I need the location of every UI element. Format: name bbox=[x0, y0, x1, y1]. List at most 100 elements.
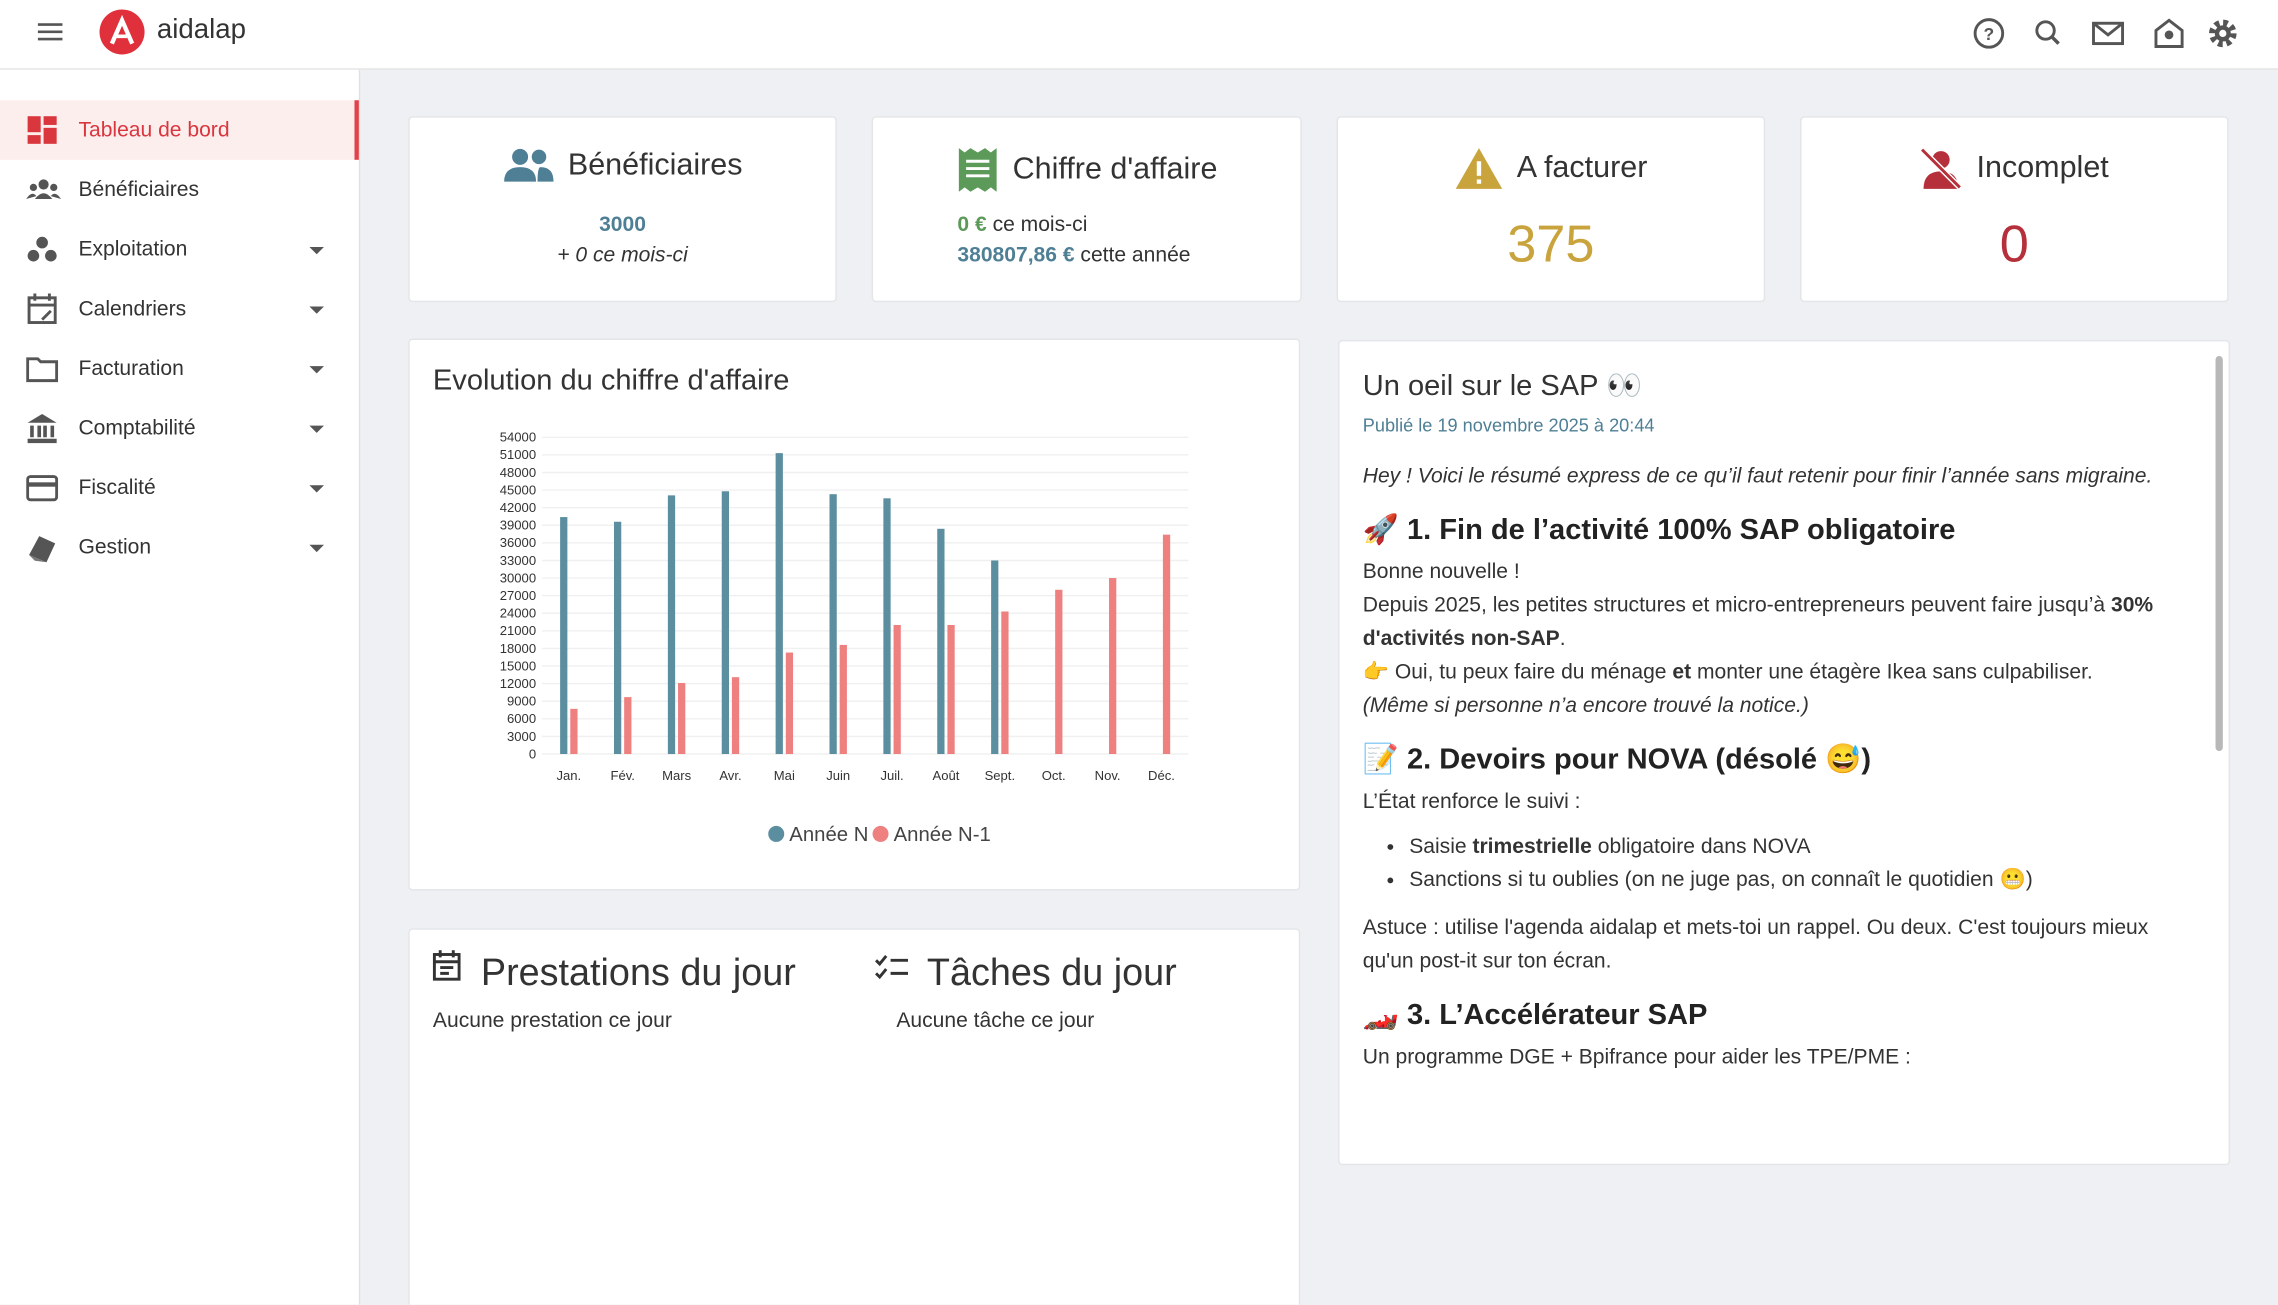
top-bar: aidalap ? bbox=[0, 0, 2278, 70]
paragraph: Bonne nouvelle ! bbox=[1362, 560, 1520, 585]
nav-item[interactable]: Fiscalité bbox=[0, 458, 359, 518]
icon bbox=[503, 148, 554, 182]
search-button[interactable] bbox=[2035, 20, 2060, 45]
bar bbox=[893, 624, 901, 755]
icon bbox=[958, 148, 997, 192]
empty-text: Aucune tâche ce jour bbox=[896, 1009, 1095, 1033]
scrollbar[interactable] bbox=[2215, 355, 2223, 752]
icon bbox=[26, 475, 59, 502]
bar bbox=[829, 494, 837, 755]
nav-item[interactable]: Facturation bbox=[0, 339, 359, 399]
y-tick-label: 48000 bbox=[500, 465, 536, 480]
icon bbox=[27, 414, 57, 444]
icon bbox=[27, 293, 57, 324]
x-tick-label: Juin bbox=[826, 768, 850, 783]
legend-marker bbox=[872, 825, 889, 842]
news-date: Publié le 19 novembre 2025 à 20:44 bbox=[1362, 415, 1655, 436]
nav-label: Facturation bbox=[78, 356, 184, 380]
top-icons: ? bbox=[1973, 18, 2237, 49]
y-tick-label: 3000 bbox=[507, 729, 536, 744]
card-line: 380807,86 € cette année bbox=[957, 244, 1300, 267]
bar bbox=[1055, 589, 1063, 755]
mail-button[interactable] bbox=[2092, 21, 2125, 46]
bar bbox=[947, 624, 955, 755]
paragraph: Astuce : utilise l'agenda aidalap et met… bbox=[1362, 916, 2149, 974]
chart-title: Evolution du chiffre d'affaire bbox=[433, 364, 790, 396]
bar bbox=[839, 644, 847, 755]
chevron[interactable] bbox=[309, 484, 326, 496]
legend-marker bbox=[768, 825, 785, 842]
list-item: Sanctions si tu oublies (on ne juge pas,… bbox=[1409, 864, 2191, 897]
section-title: Prestations du jour bbox=[480, 950, 796, 994]
bar bbox=[937, 528, 945, 755]
logo[interactable] bbox=[99, 9, 145, 55]
text: obligatoire dans NOVA bbox=[1591, 835, 1811, 859]
y-tick-label: 42000 bbox=[500, 500, 536, 515]
chevron[interactable] bbox=[309, 305, 326, 317]
y-tick-label: 24000 bbox=[500, 606, 536, 621]
bar bbox=[785, 652, 794, 755]
y-tick-label: 0 bbox=[529, 746, 536, 761]
x-tick-label: Fév. bbox=[610, 768, 634, 783]
bar bbox=[624, 697, 632, 755]
bar bbox=[667, 495, 676, 755]
x-tick-label: Déc. bbox=[1148, 768, 1175, 783]
nav-label: Fiscalité bbox=[78, 475, 156, 500]
x-tick-label: Jan. bbox=[556, 768, 581, 783]
brand: aidalap bbox=[156, 14, 246, 46]
card-text: cette année bbox=[1080, 244, 1191, 268]
chevron[interactable] bbox=[309, 246, 326, 258]
icon bbox=[26, 179, 62, 200]
text: monter une étagère Ikea sans culpabilise… bbox=[1691, 661, 2093, 685]
card-title-row: Incomplet bbox=[1801, 147, 2227, 191]
home-button[interactable] bbox=[2154, 18, 2184, 48]
chevron[interactable] bbox=[309, 424, 326, 436]
nav-item[interactable]: Comptabilité bbox=[0, 398, 359, 458]
y-tick-label: 33000 bbox=[500, 553, 536, 568]
bold-text: et bbox=[1672, 661, 1692, 685]
stat-card: Chiffre d'affaire 0 € ce mois-ci 380807,… bbox=[871, 116, 1302, 303]
bar bbox=[721, 491, 730, 755]
bar bbox=[1162, 534, 1171, 755]
bold-text: trimestrielle bbox=[1472, 835, 1592, 859]
svg-text:?: ? bbox=[1984, 24, 1995, 44]
y-tick-label: 15000 bbox=[500, 658, 536, 673]
bar bbox=[613, 521, 622, 755]
paragraph: 👉 Oui, tu peux faire du ménage et monter… bbox=[1363, 657, 2191, 690]
card-value: 0 € bbox=[957, 213, 987, 237]
x-tick-label: Août bbox=[933, 768, 960, 783]
card-title: Chiffre d'affaire bbox=[1012, 152, 1218, 186]
chevron[interactable] bbox=[309, 365, 326, 377]
nav-item[interactable]: Bénéficiaires bbox=[0, 160, 359, 220]
card-value: 375 bbox=[1507, 213, 1595, 274]
chevron[interactable] bbox=[309, 543, 326, 555]
card-sub: + 0 ce mois-ci bbox=[557, 244, 688, 268]
settings-button[interactable] bbox=[2208, 19, 2237, 48]
y-tick-label: 12000 bbox=[500, 676, 536, 691]
help-button[interactable]: ? bbox=[1973, 18, 2005, 49]
icon bbox=[26, 357, 59, 383]
nav-item[interactable]: Exploitation bbox=[0, 219, 359, 279]
icon bbox=[29, 536, 56, 563]
nav-item[interactable]: Tableau de bord bbox=[0, 100, 359, 160]
card-value: 0 bbox=[1999, 213, 2029, 274]
stat-card: Incomplet 0 bbox=[1800, 116, 2229, 303]
nav-label: Calendriers bbox=[78, 297, 187, 321]
bold-text: 30% d'activités non-SAP bbox=[1362, 594, 2154, 651]
text: . bbox=[1559, 627, 1566, 651]
card-value: 380807,86 € bbox=[957, 244, 1075, 268]
legend-label: Année N bbox=[789, 824, 868, 846]
nav-item[interactable]: Gestion bbox=[0, 517, 359, 577]
bar bbox=[775, 453, 783, 755]
y-tick-label: 27000 bbox=[500, 588, 536, 603]
menu-button[interactable] bbox=[37, 22, 64, 42]
card-title: Bénéficiaires bbox=[567, 148, 743, 182]
stat-card: Bénéficiaires 3000 + 0 ce mois-ci bbox=[408, 116, 837, 303]
chart: Evolution du chiffre d'affaire 0 3000 6000… bbox=[433, 364, 1189, 846]
nav-item[interactable]: Calendriers bbox=[0, 279, 359, 339]
text: Depuis 2025, les petites structures et m… bbox=[1362, 594, 2111, 618]
paragraph: Depuis 2025, les petites structures et m… bbox=[1363, 590, 2191, 657]
paragraph: L’État renforce le suivi : bbox=[1362, 790, 1581, 814]
